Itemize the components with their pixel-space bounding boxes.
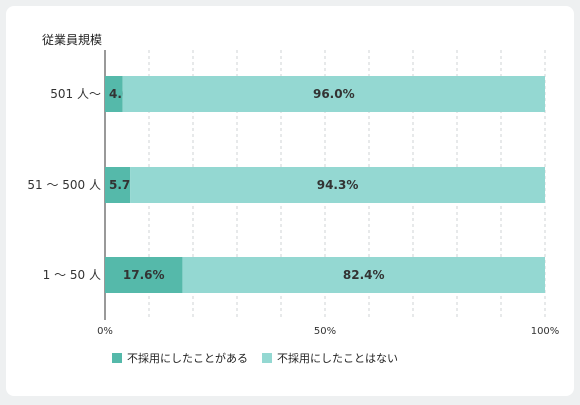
x-tick-label: 50% — [314, 326, 336, 337]
data-label: 94.3% — [317, 178, 359, 192]
legend-swatch-dark — [112, 353, 122, 363]
bar-segment — [182, 257, 545, 293]
data-label: 17.6% — [123, 268, 165, 282]
data-label: 82.4% — [343, 268, 385, 282]
x-tick-labels: 0% 50% 100% — [97, 326, 559, 337]
legend-item-adopted-no: 不採用にしたことがある — [112, 350, 248, 366]
x-tick-label: 100% — [531, 326, 560, 337]
legend-swatch-light — [262, 353, 272, 363]
category-label: 1 〜 50 人 — [43, 268, 101, 282]
x-tick-label: 0% — [97, 326, 113, 337]
bar-segment — [105, 167, 131, 203]
bar-segment — [130, 167, 545, 203]
legend-label: 不採用にしたことがある — [127, 352, 248, 365]
category-label: 51 〜 500 人 — [27, 178, 101, 192]
legend: 不採用にしたことがある 不採用にしたことはない — [112, 350, 398, 366]
data-label: 96.0% — [313, 87, 355, 101]
bar-segment — [105, 76, 123, 112]
y-axis-title: 従業員規模 — [42, 32, 102, 47]
legend-item-never: 不採用にしたことはない — [262, 350, 398, 366]
category-label: 501 人〜 — [50, 87, 101, 101]
legend-label: 不採用にしたことはない — [277, 352, 398, 365]
bars: 4.0%96.0%5.7%94.3%17.6%82.4% — [105, 76, 545, 293]
category-labels: 501 人〜 51 〜 500 人 1 〜 50 人 — [27, 87, 101, 282]
bar-segment — [105, 257, 183, 293]
bar-segment — [122, 76, 545, 112]
